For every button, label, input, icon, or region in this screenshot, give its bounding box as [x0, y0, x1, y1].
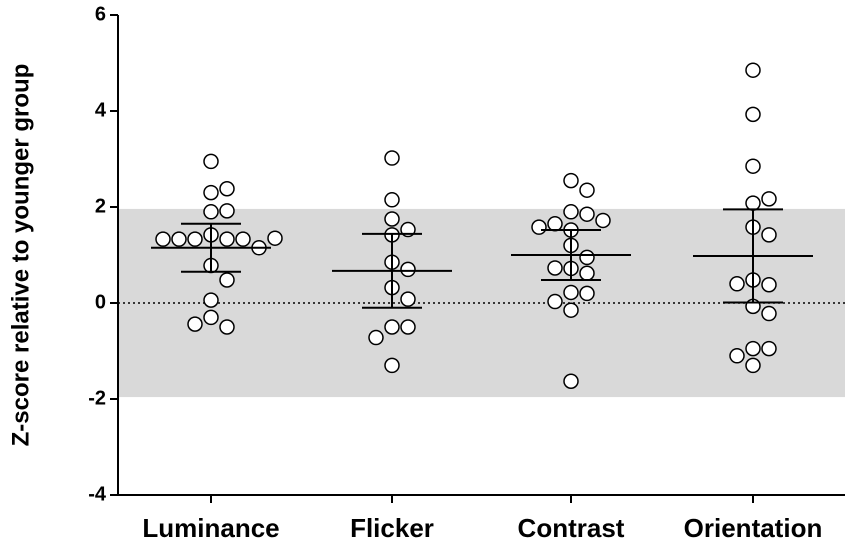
data-point: [547, 293, 563, 310]
x-tick-label: Flicker: [350, 513, 434, 543]
data-point: [745, 106, 761, 123]
data-point: [235, 231, 251, 247]
data-point: [203, 153, 219, 170]
y-tick-label: 6: [95, 3, 106, 25]
x-tick-label: Luminance: [142, 513, 279, 543]
data-point: [745, 357, 761, 374]
x-tick-label: Orientation: [684, 513, 823, 543]
data-point: [384, 192, 400, 208]
y-tick-label: -4: [88, 483, 107, 505]
data-point: [267, 230, 283, 246]
y-tick-label: -2: [88, 387, 106, 409]
data-point: [761, 277, 777, 293]
y-axis-label: Z-score relative to younger group: [7, 64, 34, 447]
data-point: [761, 340, 777, 357]
data-point: [219, 231, 235, 247]
data-point: [203, 184, 219, 201]
data-point: [368, 329, 384, 346]
data-point: [595, 212, 611, 229]
data-point: [384, 150, 400, 166]
data-point: [547, 216, 563, 232]
data-point: [531, 219, 547, 235]
data-point: [729, 276, 745, 292]
data-point: [563, 302, 579, 318]
data-point: [745, 195, 761, 211]
data-point: [745, 62, 761, 78]
data-point: [579, 285, 595, 302]
data-point: [203, 204, 219, 220]
y-tick-label: 0: [95, 291, 106, 313]
data-point: [745, 340, 761, 357]
x-tick-label: Contrast: [518, 513, 625, 543]
data-point: [579, 249, 595, 266]
data-point: [563, 172, 579, 189]
data-point: [219, 319, 235, 335]
data-point: [219, 203, 235, 219]
data-point: [400, 261, 416, 278]
data-point: [203, 292, 219, 308]
data-point: [187, 316, 203, 332]
y-tick-label: 2: [95, 195, 106, 217]
data-point: [219, 272, 235, 288]
data-point: [155, 231, 171, 247]
data-point: [761, 227, 777, 243]
data-point: [761, 305, 777, 322]
data-point: [563, 284, 579, 301]
data-point: [171, 231, 187, 247]
data-point: [384, 357, 400, 374]
data-point: [729, 348, 745, 364]
data-point: [579, 206, 595, 222]
data-point: [547, 260, 563, 276]
data-point: [219, 181, 235, 197]
data-point: [563, 373, 579, 389]
data-point: [745, 158, 761, 174]
data-point: [400, 319, 416, 335]
data-point: [579, 182, 595, 198]
data-point: [579, 265, 595, 281]
data-point: [203, 309, 219, 326]
data-point: [400, 291, 416, 307]
data-point: [761, 191, 777, 207]
data-point: [187, 231, 203, 247]
data-point: [384, 319, 400, 335]
y-tick-label: 4: [95, 99, 107, 121]
data-point: [384, 211, 400, 227]
data-point: [563, 204, 579, 220]
